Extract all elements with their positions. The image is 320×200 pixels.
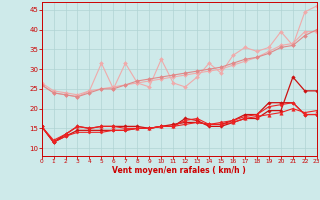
X-axis label: Vent moyen/en rafales ( km/h ): Vent moyen/en rafales ( km/h ) <box>112 166 246 175</box>
